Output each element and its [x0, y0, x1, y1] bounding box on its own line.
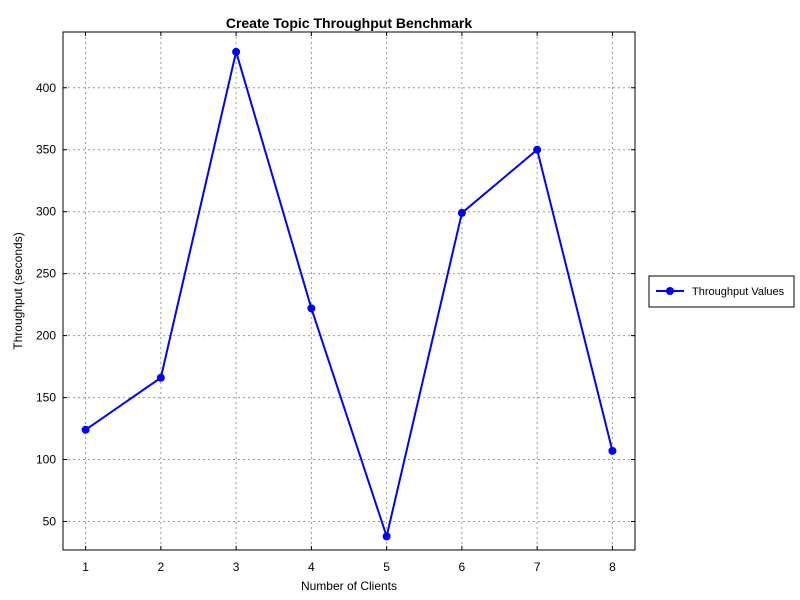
y-tick-label: 150	[36, 391, 56, 405]
y-axis-label: Throughput (seconds)	[11, 232, 25, 349]
x-tick-label: 2	[157, 560, 164, 574]
plot-area	[62, 31, 636, 551]
legend-marker	[666, 287, 674, 295]
x-tick-label: 1	[82, 560, 89, 574]
chart-title: Create Topic Throughput Benchmark	[226, 15, 473, 31]
x-tick-label: 6	[459, 560, 466, 574]
y-tick-label: 50	[43, 514, 57, 528]
data-point	[307, 304, 316, 313]
y-tick-label: 350	[36, 143, 56, 157]
x-tick-label: 3	[233, 560, 240, 574]
data-point	[382, 532, 391, 541]
data-point	[156, 373, 165, 382]
y-tick-label: 300	[36, 205, 56, 219]
data-point	[81, 425, 90, 434]
x-tick-label: 7	[534, 560, 541, 574]
y-tick-label: 250	[36, 267, 56, 281]
series-line	[85, 50, 614, 538]
data-point	[608, 446, 617, 455]
series-layer	[81, 47, 617, 541]
grid	[63, 32, 635, 550]
x-tick-label: 8	[609, 560, 616, 574]
y-tick-label: 400	[36, 81, 56, 95]
x-tick-label: 4	[308, 560, 315, 574]
data-point	[533, 145, 542, 154]
x-axis-label: Number of Clients	[301, 579, 397, 593]
y-tick-label: 200	[36, 329, 56, 343]
x-tick-label: 5	[383, 560, 390, 574]
y-tick-label: 100	[36, 453, 56, 467]
data-point	[232, 47, 241, 56]
axis-ticks: 1 2 3 4 5 6 7 8 50 100 150 200 250 300 350 400	[36, 32, 635, 574]
legend-label: Throughput Values	[692, 286, 785, 298]
data-point	[457, 208, 466, 217]
legend: Throughput Values	[648, 275, 795, 308]
